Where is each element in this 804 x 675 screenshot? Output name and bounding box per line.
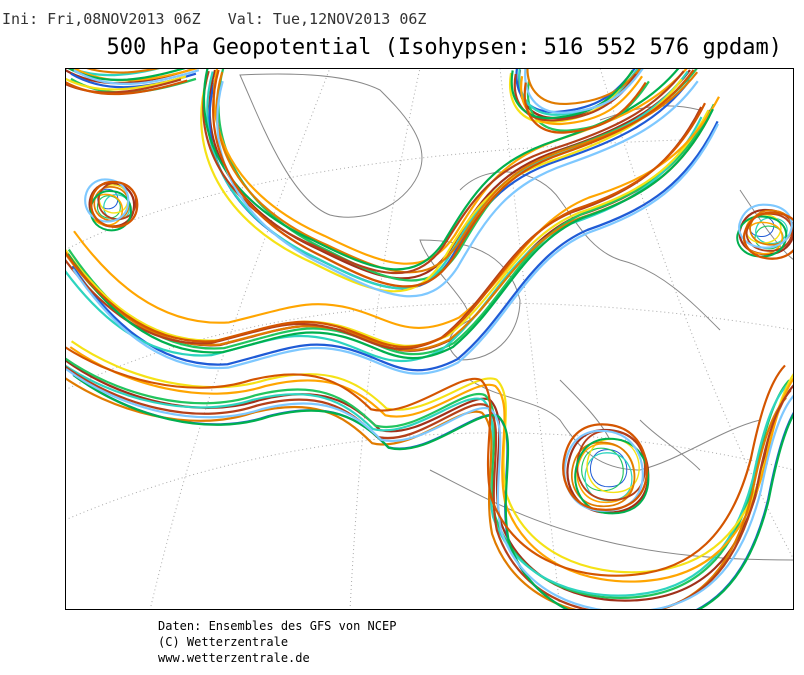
isohypse — [586, 438, 640, 494]
isohypse — [67, 108, 714, 360]
isohypse — [82, 68, 165, 74]
isohypse — [742, 211, 794, 260]
isohypse — [65, 368, 794, 610]
footer-line: Daten: Ensembles des GFS von NCEP — [158, 619, 396, 633]
isohypse — [73, 374, 794, 610]
isohypse — [65, 109, 710, 347]
footer-line: (C) Wetterzentrale — [158, 635, 288, 649]
isohypse — [65, 345, 786, 577]
isohypse — [65, 359, 794, 602]
isohypse — [65, 356, 791, 599]
isohypse-ensemble — [65, 68, 794, 610]
isohypse — [520, 75, 643, 125]
isohypse — [523, 81, 647, 134]
isohypse — [526, 80, 650, 132]
isohypse — [563, 429, 644, 512]
coastlines — [239, 73, 794, 561]
isohypse — [65, 79, 188, 96]
isohypse — [581, 447, 624, 492]
isohypse — [509, 72, 632, 124]
isohypse — [65, 106, 703, 350]
isohypse — [570, 441, 636, 508]
isohypse — [65, 75, 187, 91]
isohypse — [524, 68, 645, 114]
isohypse — [65, 102, 706, 349]
isohypse — [67, 68, 165, 77]
isohypse — [71, 120, 719, 372]
footer-line: www.wetterzentrale.de — [158, 651, 310, 665]
map-area — [65, 68, 794, 610]
isohypse — [73, 96, 720, 329]
isohypse — [67, 103, 715, 356]
run-info: Ini: Fri,08NOV2013 06Z Val: Tue,12NOV201… — [2, 10, 426, 28]
isohypse — [65, 78, 182, 94]
isohypse — [562, 423, 648, 511]
isohypse — [89, 190, 132, 232]
isohypse — [576, 429, 646, 501]
isohypse — [73, 69, 200, 85]
isohypse — [212, 69, 695, 288]
isohypse — [65, 116, 703, 363]
isohypse — [84, 178, 130, 223]
isohypse — [200, 78, 683, 293]
isohypse — [755, 217, 788, 245]
map-title: 500 hPa Geopotential (Isohypsen: 516 552… — [106, 35, 782, 60]
isohypse — [216, 80, 699, 298]
isohypse — [202, 70, 685, 275]
isohypse — [90, 180, 139, 228]
isohypse — [65, 365, 792, 610]
graticule — [65, 68, 794, 610]
isohypse — [72, 123, 720, 375]
isohypse — [526, 68, 642, 105]
isohypse — [510, 69, 634, 120]
